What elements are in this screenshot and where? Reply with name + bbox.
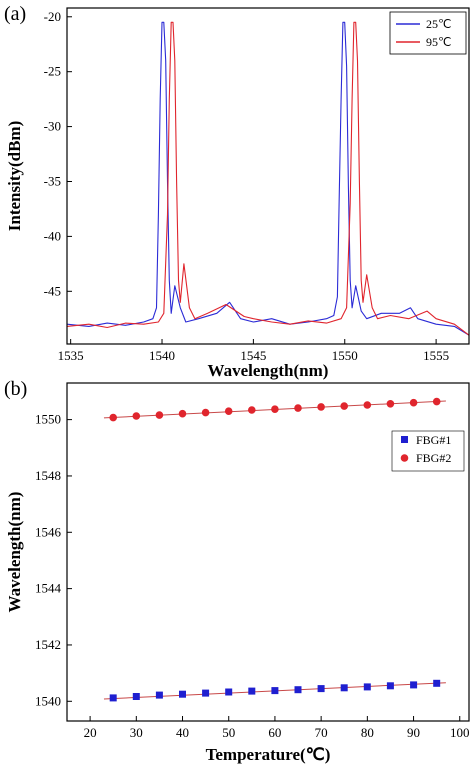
data-point-fbg1 [410, 681, 418, 689]
panel-b-label: (b) [4, 378, 27, 400]
data-point-fbg2 [132, 412, 141, 420]
data-point-fbg1 [132, 693, 140, 700]
legend-marker-fbg1 [401, 436, 408, 443]
data-point-fbg1 [317, 685, 325, 693]
data-point-fbg1 [433, 679, 441, 687]
series-line-95c [66, 21, 470, 336]
x-tick-label: 90 [407, 725, 420, 740]
panel-b-plot-frame [66, 382, 470, 722]
data-point-fbg2 [271, 405, 279, 414]
data-point-fbg1 [363, 683, 371, 691]
x-tick-label: 1555 [423, 348, 449, 363]
x-tick-label: 40 [176, 725, 189, 740]
data-point-fbg2 [178, 409, 187, 418]
data-point-fbg2 [109, 413, 117, 422]
panel-a-plot-frame [66, 7, 470, 345]
panel-b-legend: FBG#1 FBG#2 [391, 430, 465, 472]
data-point-fbg1 [386, 682, 394, 690]
data-point-fbg2 [155, 411, 164, 419]
data-point-fbg2 [409, 398, 418, 407]
data-point-fbg2 [248, 406, 256, 414]
x-tick-label: 20 [84, 725, 97, 740]
data-point-fbg2 [432, 397, 441, 406]
data-point-fbg2 [201, 408, 210, 417]
panel-a-series-lines [66, 21, 470, 336]
x-tick-label: 1535 [58, 348, 84, 363]
y-tick-label: 1542 [35, 637, 61, 652]
panel-b-plot-content [103, 397, 446, 702]
y-tick-label: -40 [44, 228, 61, 243]
data-point-fbg1 [225, 688, 233, 696]
panel-a-y-axis-label: Intensity(dBm) [5, 121, 24, 232]
y-tick-label: -20 [44, 9, 61, 24]
y-tick-label: 1550 [35, 412, 61, 427]
data-point-fbg2 [340, 402, 349, 410]
y-tick-label: 1544 [35, 581, 62, 596]
panel-a-legend-box [389, 11, 467, 55]
data-point-fbg1 [340, 684, 348, 692]
data-point-fbg2 [294, 404, 302, 412]
data-point-fbg2 [363, 401, 372, 409]
panel-b-ticks: 20 30 40 50 60 70 80 90 100 1540 1542 1544 1546 1548 1… [35, 412, 470, 740]
x-tick-label: 1545 [240, 348, 266, 363]
data-point-fbg1 [248, 687, 256, 695]
panel-a-spectrum-chart: (a) 1535 1540 1545 1550 1555 -20 -25 -30 -35 -40 -… [4, 3, 470, 380]
data-point-fbg1 [294, 686, 302, 694]
legend-label-95c: 95℃ [426, 35, 451, 49]
panel-a-x-axis-label: Wavelength(nm) [208, 361, 329, 380]
panel-a-legend: 25℃ 95℃ [389, 11, 467, 55]
y-tick-label: -45 [44, 283, 61, 298]
x-tick-label: 60 [268, 725, 281, 740]
data-point-fbg1 [179, 690, 186, 698]
data-point-fbg1 [202, 689, 210, 697]
y-tick-label: -30 [44, 119, 61, 134]
y-tick-label: 1546 [35, 524, 62, 539]
x-tick-label: 1540 [149, 348, 175, 363]
data-point-fbg2 [224, 407, 233, 416]
legend-label-25c: 25℃ [426, 17, 451, 31]
y-tick-label: 1540 [35, 693, 61, 708]
legend-label-fbg2: FBG#2 [416, 451, 451, 465]
data-point-fbg1 [271, 687, 279, 695]
y-tick-label: 1548 [35, 468, 61, 483]
panel-b-y-axis-label: Wavelength(nm) [5, 492, 24, 613]
data-point-fbg1 [155, 691, 163, 699]
legend-label-fbg1: FBG#1 [416, 433, 451, 447]
x-tick-label: 50 [222, 725, 235, 740]
x-tick-label: 100 [450, 725, 470, 740]
data-point-fbg1 [109, 694, 117, 702]
y-tick-label: -25 [44, 64, 61, 79]
legend-marker-fbg2 [400, 454, 409, 462]
x-tick-label: 30 [130, 725, 143, 740]
data-point-fbg2 [317, 403, 325, 411]
panel-a-ticks: 1535 1540 1545 1550 1555 -20 -25 -30 -35 -40 -45 [44, 9, 449, 363]
x-tick-label: 80 [361, 725, 374, 740]
panel-b-x-axis-label: Temperature(℃) [206, 745, 331, 764]
series-line-25c [66, 21, 470, 336]
data-point-fbg2 [386, 400, 395, 408]
panel-b-shift-chart: (b) 20 30 40 50 60 70 80 90 100 1540 1542 1544 1546 1… [4, 378, 470, 764]
x-tick-label: 1550 [332, 348, 358, 363]
x-tick-label: 70 [315, 725, 328, 740]
panel-a-label: (a) [4, 3, 26, 25]
y-tick-label: -35 [44, 173, 61, 188]
